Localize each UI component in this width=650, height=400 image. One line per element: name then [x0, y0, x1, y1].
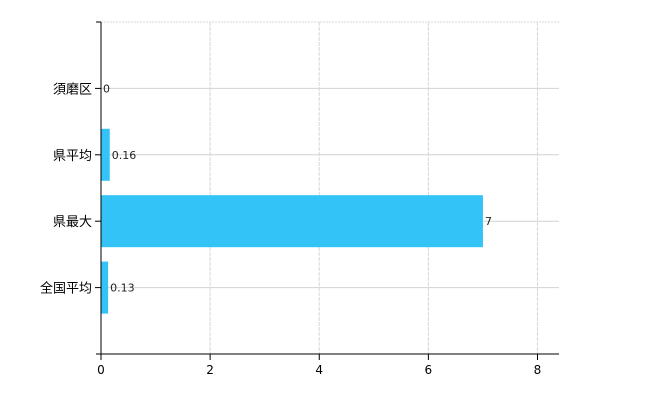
category-label: 全国平均: [40, 281, 92, 297]
bar: [101, 128, 110, 181]
x-tick-label: 6: [425, 363, 433, 377]
data-label: 0: [103, 82, 110, 95]
x-tick-label: 2: [206, 363, 214, 377]
x-tick-label: 0: [97, 363, 105, 377]
category-label: 県平均: [53, 149, 92, 164]
bar: [101, 261, 109, 314]
data-label: 0.16: [112, 149, 137, 162]
data-label: 0.13: [110, 282, 135, 295]
category-label: 須磨区: [53, 82, 92, 97]
bar: [101, 195, 483, 248]
data-label: 7: [485, 215, 492, 228]
x-tick-label: 8: [534, 363, 542, 377]
x-tick-label: 4: [315, 363, 323, 377]
category-label: 県最大: [53, 215, 92, 230]
